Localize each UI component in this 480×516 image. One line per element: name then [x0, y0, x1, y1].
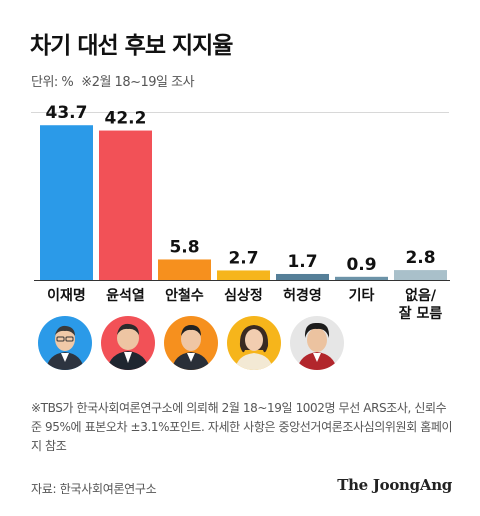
category-label-1: 이재명 [47, 287, 86, 304]
bar-chart: 43.7 이재명 42.2 윤석열 5.8 안철수 2.7 심상정 1.7 허경영 0.9 기타 2.8… [34, 103, 450, 322]
value-label-5: 1.7 [287, 252, 317, 272]
candidate-photo-huh [290, 316, 344, 370]
category-label-3: 안철수 [165, 287, 204, 304]
value-label-2: 42.2 [105, 109, 147, 129]
chart-title: 차기 대선 후보 지지율 [30, 33, 233, 59]
value-label-1: 43.7 [46, 103, 88, 123]
category-label-4: 심상정 [224, 287, 263, 304]
source-label: 자료: 한국사회여론연구소 [31, 482, 157, 496]
bar-1 [40, 125, 93, 281]
bar-3 [158, 259, 211, 280]
candidate-photo-lee [38, 316, 92, 370]
candidate-photo-sim [227, 316, 281, 370]
bar-7 [394, 270, 447, 280]
unit-label: 단위: % [31, 75, 74, 90]
category-label-5: 허경영 [283, 287, 322, 304]
value-label-3: 5.8 [169, 237, 199, 257]
value-label-7: 2.8 [405, 248, 435, 268]
chart-top-rule [31, 112, 449, 113]
chart-subtitle: 단위: % ※2월 18~19일 조사 [31, 71, 195, 90]
category-label-7: 없음/잘 모름 [399, 288, 443, 322]
candidate-photo-ahn [164, 316, 218, 370]
brand-logo: The JoongAng [337, 476, 452, 494]
survey-date-note: ※2월 18~19일 조사 [81, 75, 195, 90]
value-label-6: 0.9 [346, 255, 376, 275]
survey-footnote: ※TBS가 한국사회여론연구소에 의뢰해 2월 18~19일 1002명 무선 … [31, 401, 453, 453]
category-label-2: 윤석열 [106, 287, 145, 304]
bar-2 [99, 130, 152, 280]
candidate-photo-yoon [101, 316, 155, 370]
bar-6 [335, 276, 388, 280]
category-label-6: 기타 [349, 288, 375, 304]
bar-4 [217, 270, 270, 280]
value-label-4: 2.7 [228, 248, 258, 268]
bar-5 [276, 273, 329, 280]
